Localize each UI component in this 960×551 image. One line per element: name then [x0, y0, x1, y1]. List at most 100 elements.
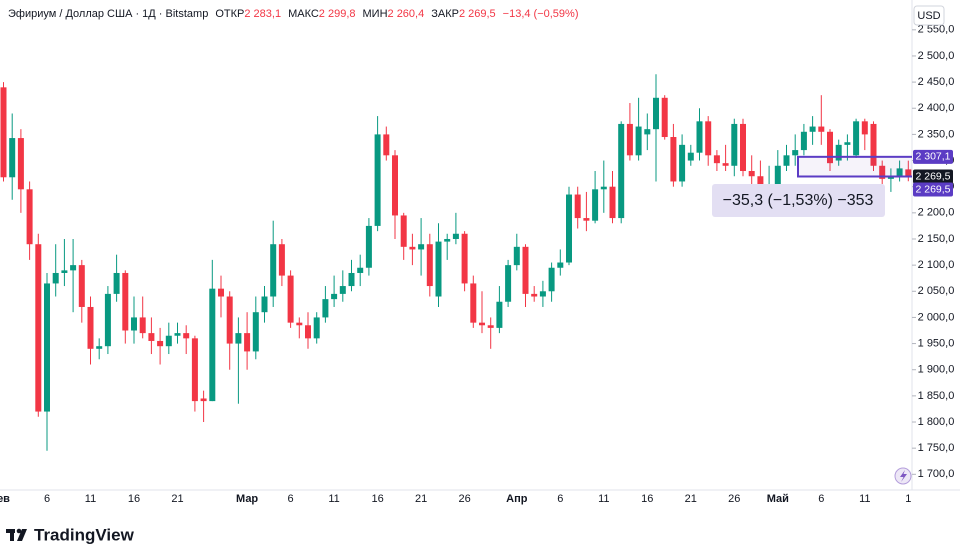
- field-value: 2 283,1: [244, 8, 282, 20]
- candle-body: [183, 333, 190, 339]
- y-tick-label: 2 000,0: [918, 311, 955, 323]
- candle-body: [827, 131, 833, 164]
- x-tick-label: 1: [905, 493, 911, 505]
- candle-body: [339, 286, 346, 294]
- candle-body: [583, 218, 590, 221]
- candle-body: [61, 270, 68, 273]
- candle-body: [705, 121, 712, 156]
- y-tick-label: 1 750,0: [918, 442, 955, 454]
- candle-body: [487, 325, 494, 328]
- x-tick-label: 11: [328, 493, 339, 505]
- x-tick-label: Мар: [236, 493, 258, 505]
- candle-body: [165, 335, 172, 347]
- candle-body: [513, 246, 520, 266]
- candle-body: [539, 291, 546, 297]
- price-tag: [913, 169, 953, 184]
- candle-body: [131, 317, 137, 331]
- y-tick-label: 1 850,0: [918, 390, 955, 402]
- candle-body: [218, 288, 224, 297]
- candle-body: [270, 244, 277, 297]
- candle-body: [348, 272, 355, 287]
- x-tick-label: 16: [641, 493, 653, 505]
- candle-body: [400, 215, 407, 247]
- candle-body: [600, 186, 607, 190]
- candle-body: [435, 241, 442, 297]
- candle-body: [287, 275, 294, 323]
- price-tag-label: 2 269,5: [915, 170, 950, 182]
- y-tick-label: 2 500,0: [918, 50, 955, 62]
- candle-body: [644, 129, 651, 135]
- measure-label: −35,3 (−1,53%) −353: [723, 192, 874, 209]
- x-tick-label: 6: [288, 493, 294, 505]
- y-tick-label: 2 450,0: [918, 76, 955, 88]
- candle-body: [818, 126, 825, 132]
- candle-body: [887, 176, 894, 179]
- candle-body: [409, 246, 416, 250]
- candle-body: [35, 244, 42, 412]
- candle-body: [70, 265, 77, 271]
- candle-body: [574, 194, 581, 219]
- y-tick-label: 2 100,0: [918, 259, 955, 271]
- currency[interactable]: USD: [917, 10, 940, 22]
- field-label: ОТКР: [215, 8, 245, 20]
- y-tick-label: 1 700,0: [918, 468, 955, 480]
- candle-body: [626, 123, 633, 156]
- field-value: 2 260,4: [387, 8, 425, 20]
- candle-body: [331, 293, 338, 300]
- candle-body: [635, 126, 642, 156]
- candle-body: [252, 312, 259, 352]
- candle-body: [592, 189, 599, 221]
- logo-part: [10, 529, 14, 541]
- candle-body: [748, 171, 755, 177]
- x-tick-label: 6: [44, 493, 50, 505]
- candle-body: [392, 155, 398, 216]
- candle-body: [505, 265, 512, 302]
- candle-body: [200, 398, 207, 402]
- x-tick-label: Апр: [506, 493, 528, 505]
- candle-body: [783, 155, 790, 166]
- candle-body: [870, 123, 877, 166]
- candle-body: [844, 142, 851, 145]
- candle-body: [44, 283, 50, 412]
- candle-body: [531, 293, 538, 297]
- candle-body: [104, 293, 111, 347]
- candle-body: [452, 233, 459, 239]
- candle-body: [96, 346, 103, 349]
- y-tick-label: 2 400,0: [918, 102, 955, 114]
- candle-body: [365, 225, 372, 268]
- candle-body: [461, 233, 468, 284]
- candle-body: [470, 283, 477, 323]
- change: −13,4 (−0,59%): [502, 8, 579, 20]
- candle-body: [566, 194, 572, 263]
- candle-body: [17, 138, 24, 190]
- y-tick-label: 1 900,0: [918, 364, 955, 376]
- candle-body: [792, 150, 799, 156]
- field-value: 2 299,8: [318, 8, 356, 20]
- candle-body: [122, 272, 129, 331]
- brand: TradingView: [34, 525, 135, 544]
- candle-body: [426, 244, 433, 287]
- candle-body: [479, 322, 485, 326]
- candle-body: [244, 333, 251, 352]
- candle-body: [9, 138, 16, 178]
- candle-body: [618, 123, 625, 219]
- candle-body: [418, 244, 425, 250]
- y-tick-label: 2 200,0: [918, 207, 955, 219]
- y-tick-label: 2 350,0: [918, 128, 955, 140]
- candle-body: [191, 338, 198, 402]
- candle-body: [261, 296, 268, 313]
- candle-body: [0, 87, 7, 178]
- symbol: Эфириум / Доллар США · 1Д · Bitstamp: [8, 8, 209, 20]
- x-tick-label: 11: [85, 493, 96, 505]
- candle-body: [52, 272, 59, 284]
- candle-body: [174, 333, 181, 336]
- candle-body: [209, 288, 216, 402]
- candle-body: [722, 163, 729, 166]
- candle-body: [296, 322, 303, 326]
- currency-box[interactable]: [913, 5, 945, 26]
- x-tick-label: 26: [728, 493, 740, 505]
- header: Эфириум / Доллар США · 1Д · Bitstamp ОТКР…: [8, 8, 579, 20]
- x-tick-label: ев: [0, 493, 10, 505]
- candle-body: [313, 317, 320, 339]
- candle-body: [87, 306, 94, 349]
